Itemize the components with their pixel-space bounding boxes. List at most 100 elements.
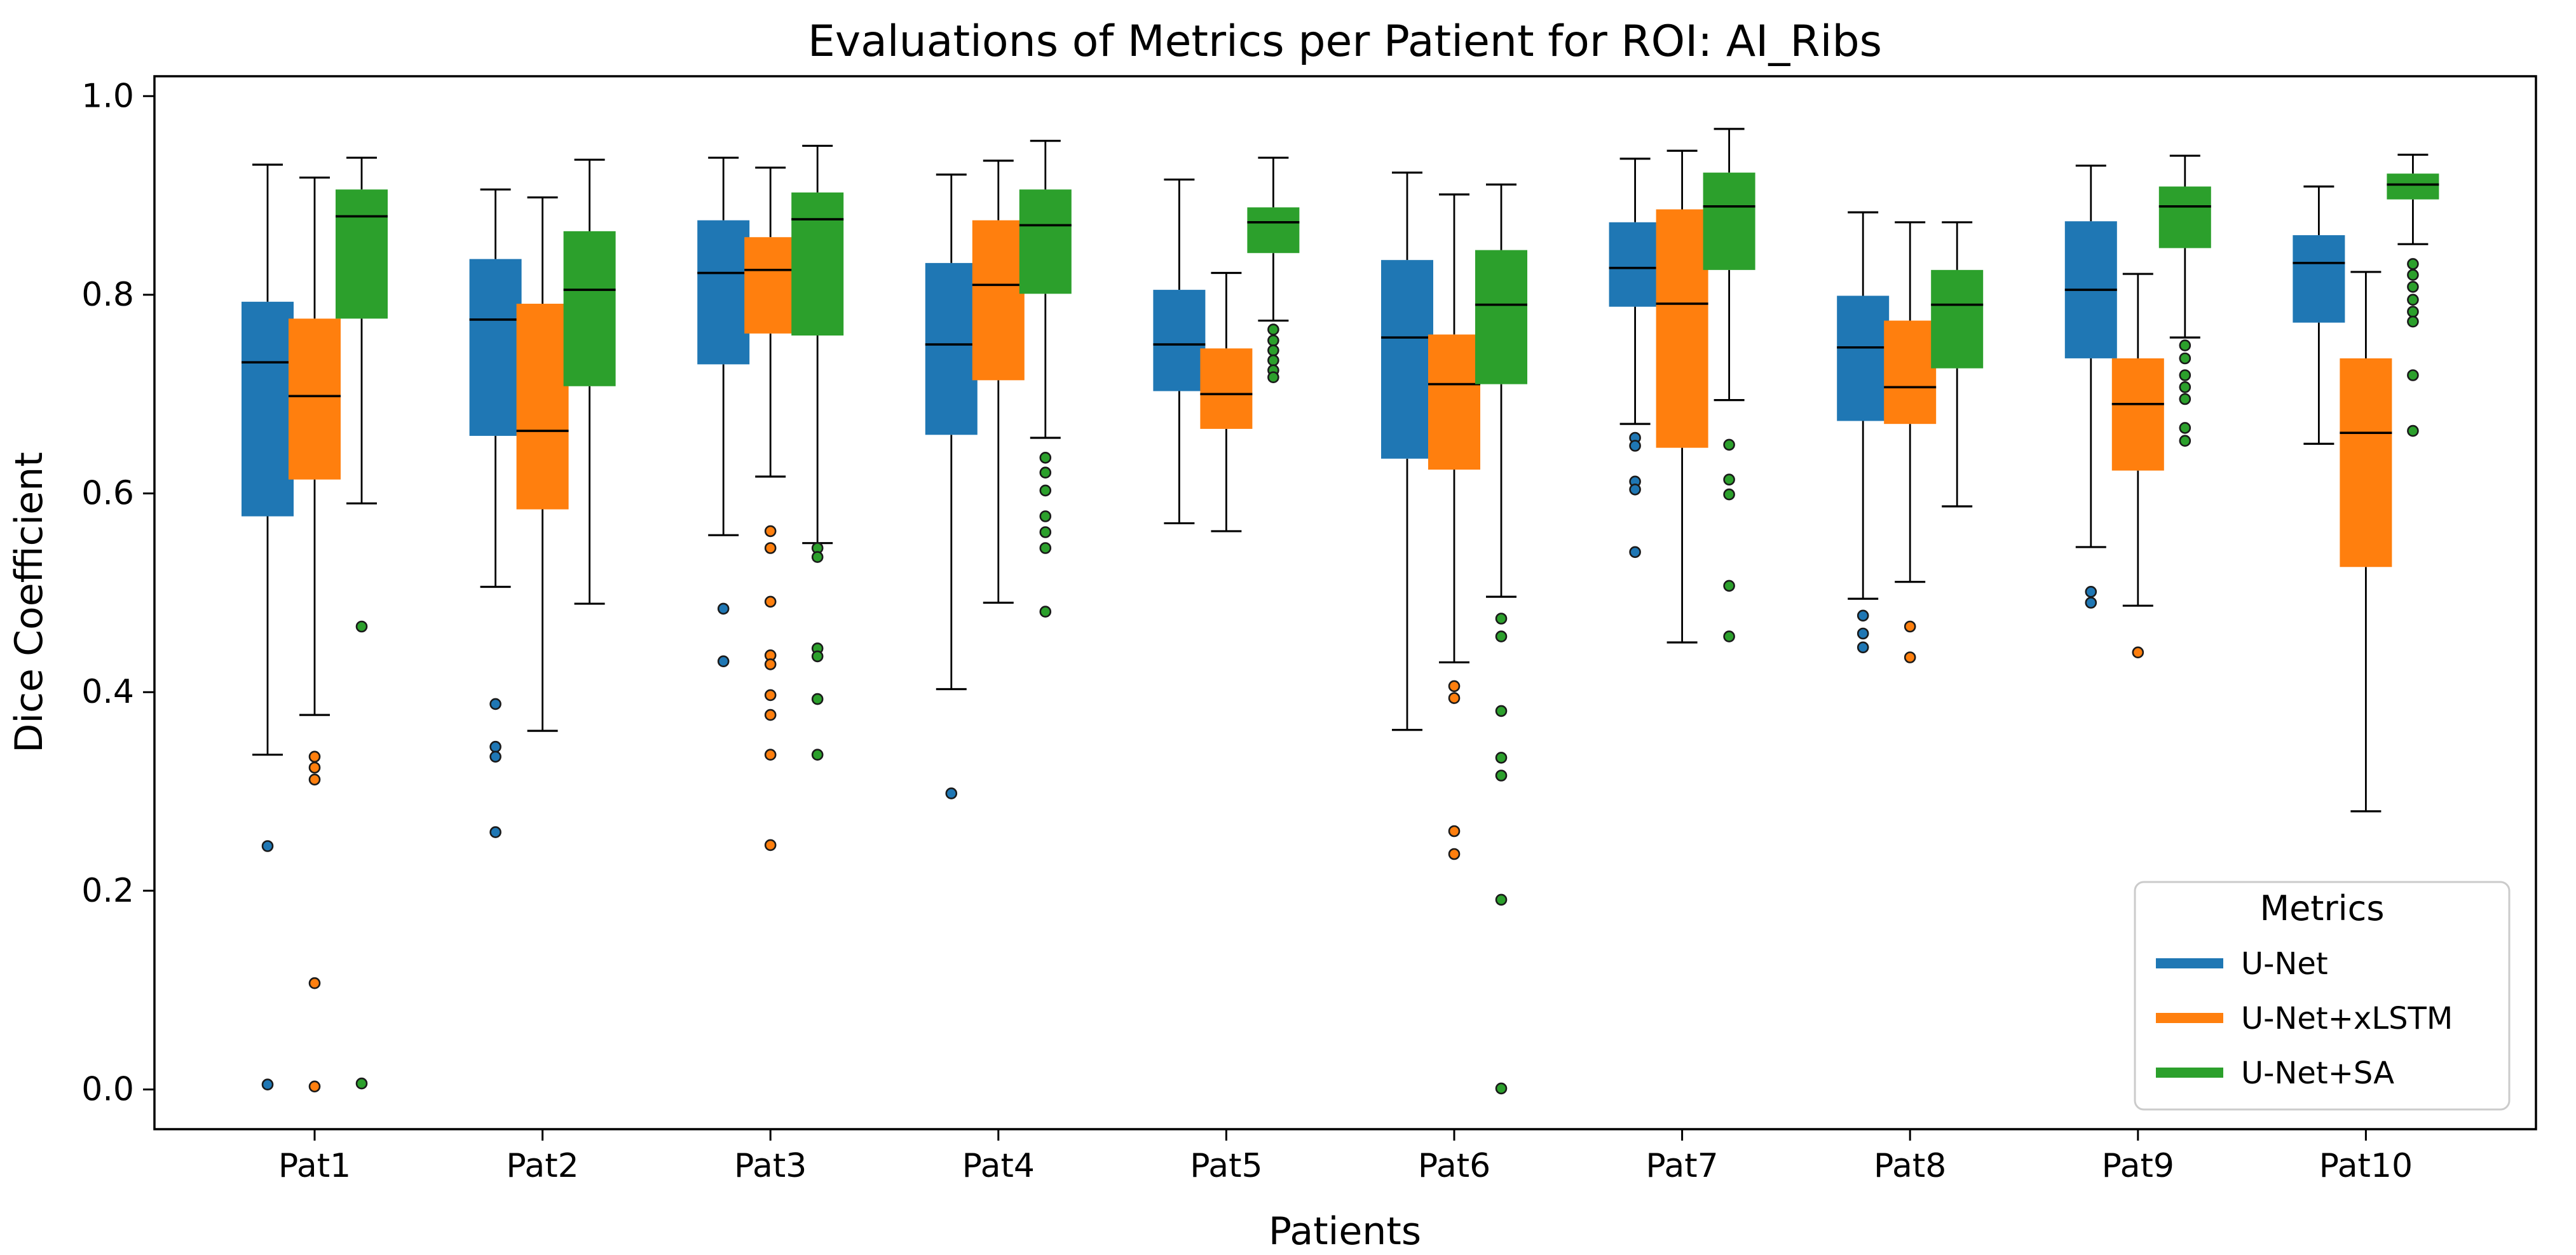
outlier-point [2179, 435, 2191, 447]
iqr-box [791, 192, 844, 336]
outlier-point [1448, 848, 1461, 860]
y-tick-label: 0.0 [81, 1071, 134, 1109]
box-U-Net+SA-Pat9 [2158, 154, 2211, 447]
iqr-box [744, 237, 797, 334]
box-U-Net+xLSTM-Pat6 [1428, 193, 1480, 860]
iqr-box [1837, 295, 1890, 421]
box-U-Net+xLSTM-Pat2 [516, 196, 569, 732]
y-axis-label: Dice Coefficient [7, 452, 51, 753]
outlier-point [1857, 627, 1869, 640]
outlier-point [1267, 323, 1279, 336]
outlier-point [1629, 546, 1641, 559]
outlier-point [1039, 451, 1052, 464]
iqr-box [2387, 173, 2439, 200]
box-U-Net-Pat9 [2064, 165, 2117, 609]
outlier-point [1495, 893, 1508, 906]
outlier-point [2085, 597, 2097, 609]
outlier-point [2132, 646, 2144, 658]
outlier-point [261, 840, 274, 852]
box-U-Net-Pat1 [242, 163, 294, 1090]
outlier-point [764, 839, 777, 851]
outlier-point [811, 551, 824, 563]
x-tick-label: Pat3 [734, 1147, 807, 1185]
iqr-box [336, 189, 388, 319]
box-U-Net-Pat10 [2293, 185, 2345, 445]
box-U-Net-Pat5 [1153, 178, 1206, 525]
iqr-box [2340, 358, 2392, 567]
legend-title: Metrics [2259, 888, 2384, 928]
outlier-point [308, 761, 321, 774]
outlier-point [1039, 526, 1052, 538]
legend-label: U-Net [2241, 946, 2328, 982]
iqr-box [1656, 209, 1708, 448]
outlier-point [1629, 440, 1641, 452]
outlier-point [717, 602, 730, 615]
x-tick-label: Pat4 [962, 1147, 1035, 1185]
outlier-point [489, 750, 501, 763]
iqr-box [972, 220, 1025, 381]
outlier-point [1039, 542, 1052, 554]
iqr-box [1381, 260, 1433, 459]
outlier-point [261, 1078, 274, 1090]
outlier-point [1723, 488, 1735, 501]
box-U-Net+SA-Pat7 [1703, 128, 1755, 642]
box-U-Net+xLSTM-Pat8 [1884, 221, 1937, 663]
outlier-point [2407, 306, 2419, 318]
outlier-point [1267, 354, 1279, 367]
y-tick-label: 0.6 [81, 475, 134, 513]
y-tick-label: 0.8 [81, 276, 134, 314]
box-U-Net-Pat7 [1609, 158, 1661, 559]
outlier-point [489, 826, 501, 838]
legend-label: U-Net+xLSTM [2241, 1001, 2453, 1036]
outlier-point [308, 1080, 321, 1093]
x-tick-label: Pat2 [506, 1147, 578, 1185]
outlier-point [1723, 580, 1735, 592]
legend-swatch [2156, 1013, 2223, 1023]
outlier-point [1039, 510, 1052, 522]
iqr-box [2293, 235, 2345, 323]
outlier-point [764, 709, 777, 721]
outlier-point [308, 773, 321, 786]
outlier-point [1723, 630, 1735, 642]
iqr-box [1703, 172, 1755, 270]
box-U-Net+xLSTM-Pat9 [2111, 273, 2164, 658]
outlier-point [945, 787, 958, 799]
iqr-box [516, 303, 569, 510]
outlier-point [1495, 630, 1508, 642]
iqr-box [1200, 348, 1253, 429]
iqr-box [1247, 207, 1300, 254]
outlier-point [1495, 752, 1508, 764]
y-tick-label: 0.4 [81, 673, 134, 711]
box-U-Net-Pat2 [469, 188, 522, 838]
outlier-point [2179, 352, 2191, 365]
outlier-point [764, 749, 777, 761]
box-U-Net-Pat8 [1837, 211, 1890, 654]
x-tick-label: Pat8 [1874, 1147, 1946, 1185]
outlier-point [1039, 466, 1052, 479]
box-U-Net+SA-Pat8 [1931, 221, 1984, 508]
outlier-point [355, 1077, 368, 1090]
outlier-point [489, 740, 501, 753]
iqr-box [289, 318, 341, 480]
plot-area: 0.0 0.2 0.4 0.6 0.8 1.0 Pat1 Pat2 Pat3 Pat4 Pat5 Pa… [81, 75, 2537, 1185]
y-tick-label: 1.0 [81, 77, 134, 115]
outlier-point [764, 595, 777, 608]
outlier-point [1723, 438, 1735, 451]
box-U-Net+xLSTM-Pat3 [744, 166, 797, 851]
box-U-Net+SA-Pat5 [1247, 156, 1300, 384]
outlier-point [1857, 641, 1869, 654]
box-U-Net+xLSTM-Pat5 [1200, 271, 1253, 533]
outlier-point [2179, 393, 2191, 405]
legend-swatch [2156, 958, 2223, 968]
outlier-point [2407, 315, 2419, 328]
iqr-box [697, 220, 750, 365]
outlier-point [308, 977, 321, 989]
outlier-point [308, 750, 321, 763]
box-U-Net+SA-Pat2 [563, 158, 616, 605]
x-tick-label: Pat7 [1646, 1147, 1718, 1185]
iqr-box [1931, 269, 1984, 369]
box-U-Net-Pat4 [925, 173, 978, 799]
outlier-point [717, 655, 730, 667]
